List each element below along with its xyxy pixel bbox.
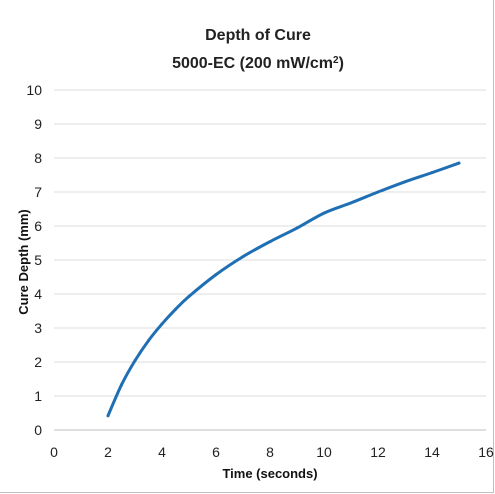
x-tick-label: 6 — [212, 444, 220, 460]
data-point — [430, 171, 434, 175]
data-point — [120, 383, 123, 387]
x-tick-label: 12 — [370, 444, 386, 460]
y-axis-label: Cure Depth (mm) — [16, 209, 31, 314]
data-point — [376, 190, 380, 194]
y-tick-label: 7 — [34, 184, 42, 200]
y-tick-label: 5 — [34, 252, 42, 268]
series-line-cure-depth — [106, 161, 461, 418]
x-tick-label: 4 — [158, 444, 166, 460]
data-point — [160, 322, 164, 326]
data-point — [349, 201, 353, 205]
x-tick-label: 0 — [50, 444, 58, 460]
y-tick-label: 10 — [26, 82, 42, 98]
y-tick-label: 9 — [34, 116, 42, 132]
y-tick-label: 3 — [34, 320, 42, 336]
data-point — [133, 359, 137, 363]
x-tick-label: 8 — [266, 444, 274, 460]
x-axis-label: Time (seconds) — [222, 466, 317, 481]
y-tick-label: 6 — [34, 218, 42, 234]
x-tick-label: 16 — [478, 444, 494, 460]
y-tick-label: 0 — [34, 422, 42, 438]
data-point — [174, 307, 177, 311]
data-point — [322, 211, 326, 215]
x-axis-ticks: 0 2 4 6 8 10 12 14 16 — [50, 444, 494, 460]
y-tick-label: 1 — [34, 388, 42, 404]
series-layer — [106, 161, 461, 418]
data-point — [106, 414, 110, 418]
y-axis-ticks: 0 1 2 3 4 5 6 7 8 9 10 — [26, 82, 42, 438]
chart-title: Depth of Cure — [205, 27, 311, 44]
x-tick-label: 14 — [424, 444, 440, 460]
data-point — [147, 339, 150, 343]
data-point — [268, 240, 272, 244]
chart-subtitle: 5000-EC (200 mW/cm2) — [172, 55, 344, 73]
x-tick-label: 10 — [316, 444, 332, 460]
data-point — [403, 180, 407, 184]
data-point — [295, 226, 299, 230]
data-point — [457, 161, 461, 165]
x-tick-label: 2 — [104, 444, 112, 460]
data-point — [241, 255, 245, 259]
data-point — [187, 294, 191, 298]
data-point — [214, 273, 218, 277]
y-tick-label: 2 — [34, 354, 42, 370]
gridlines — [54, 89, 486, 431]
y-tick-label: 4 — [34, 286, 42, 302]
y-tick-label: 8 — [34, 150, 42, 166]
